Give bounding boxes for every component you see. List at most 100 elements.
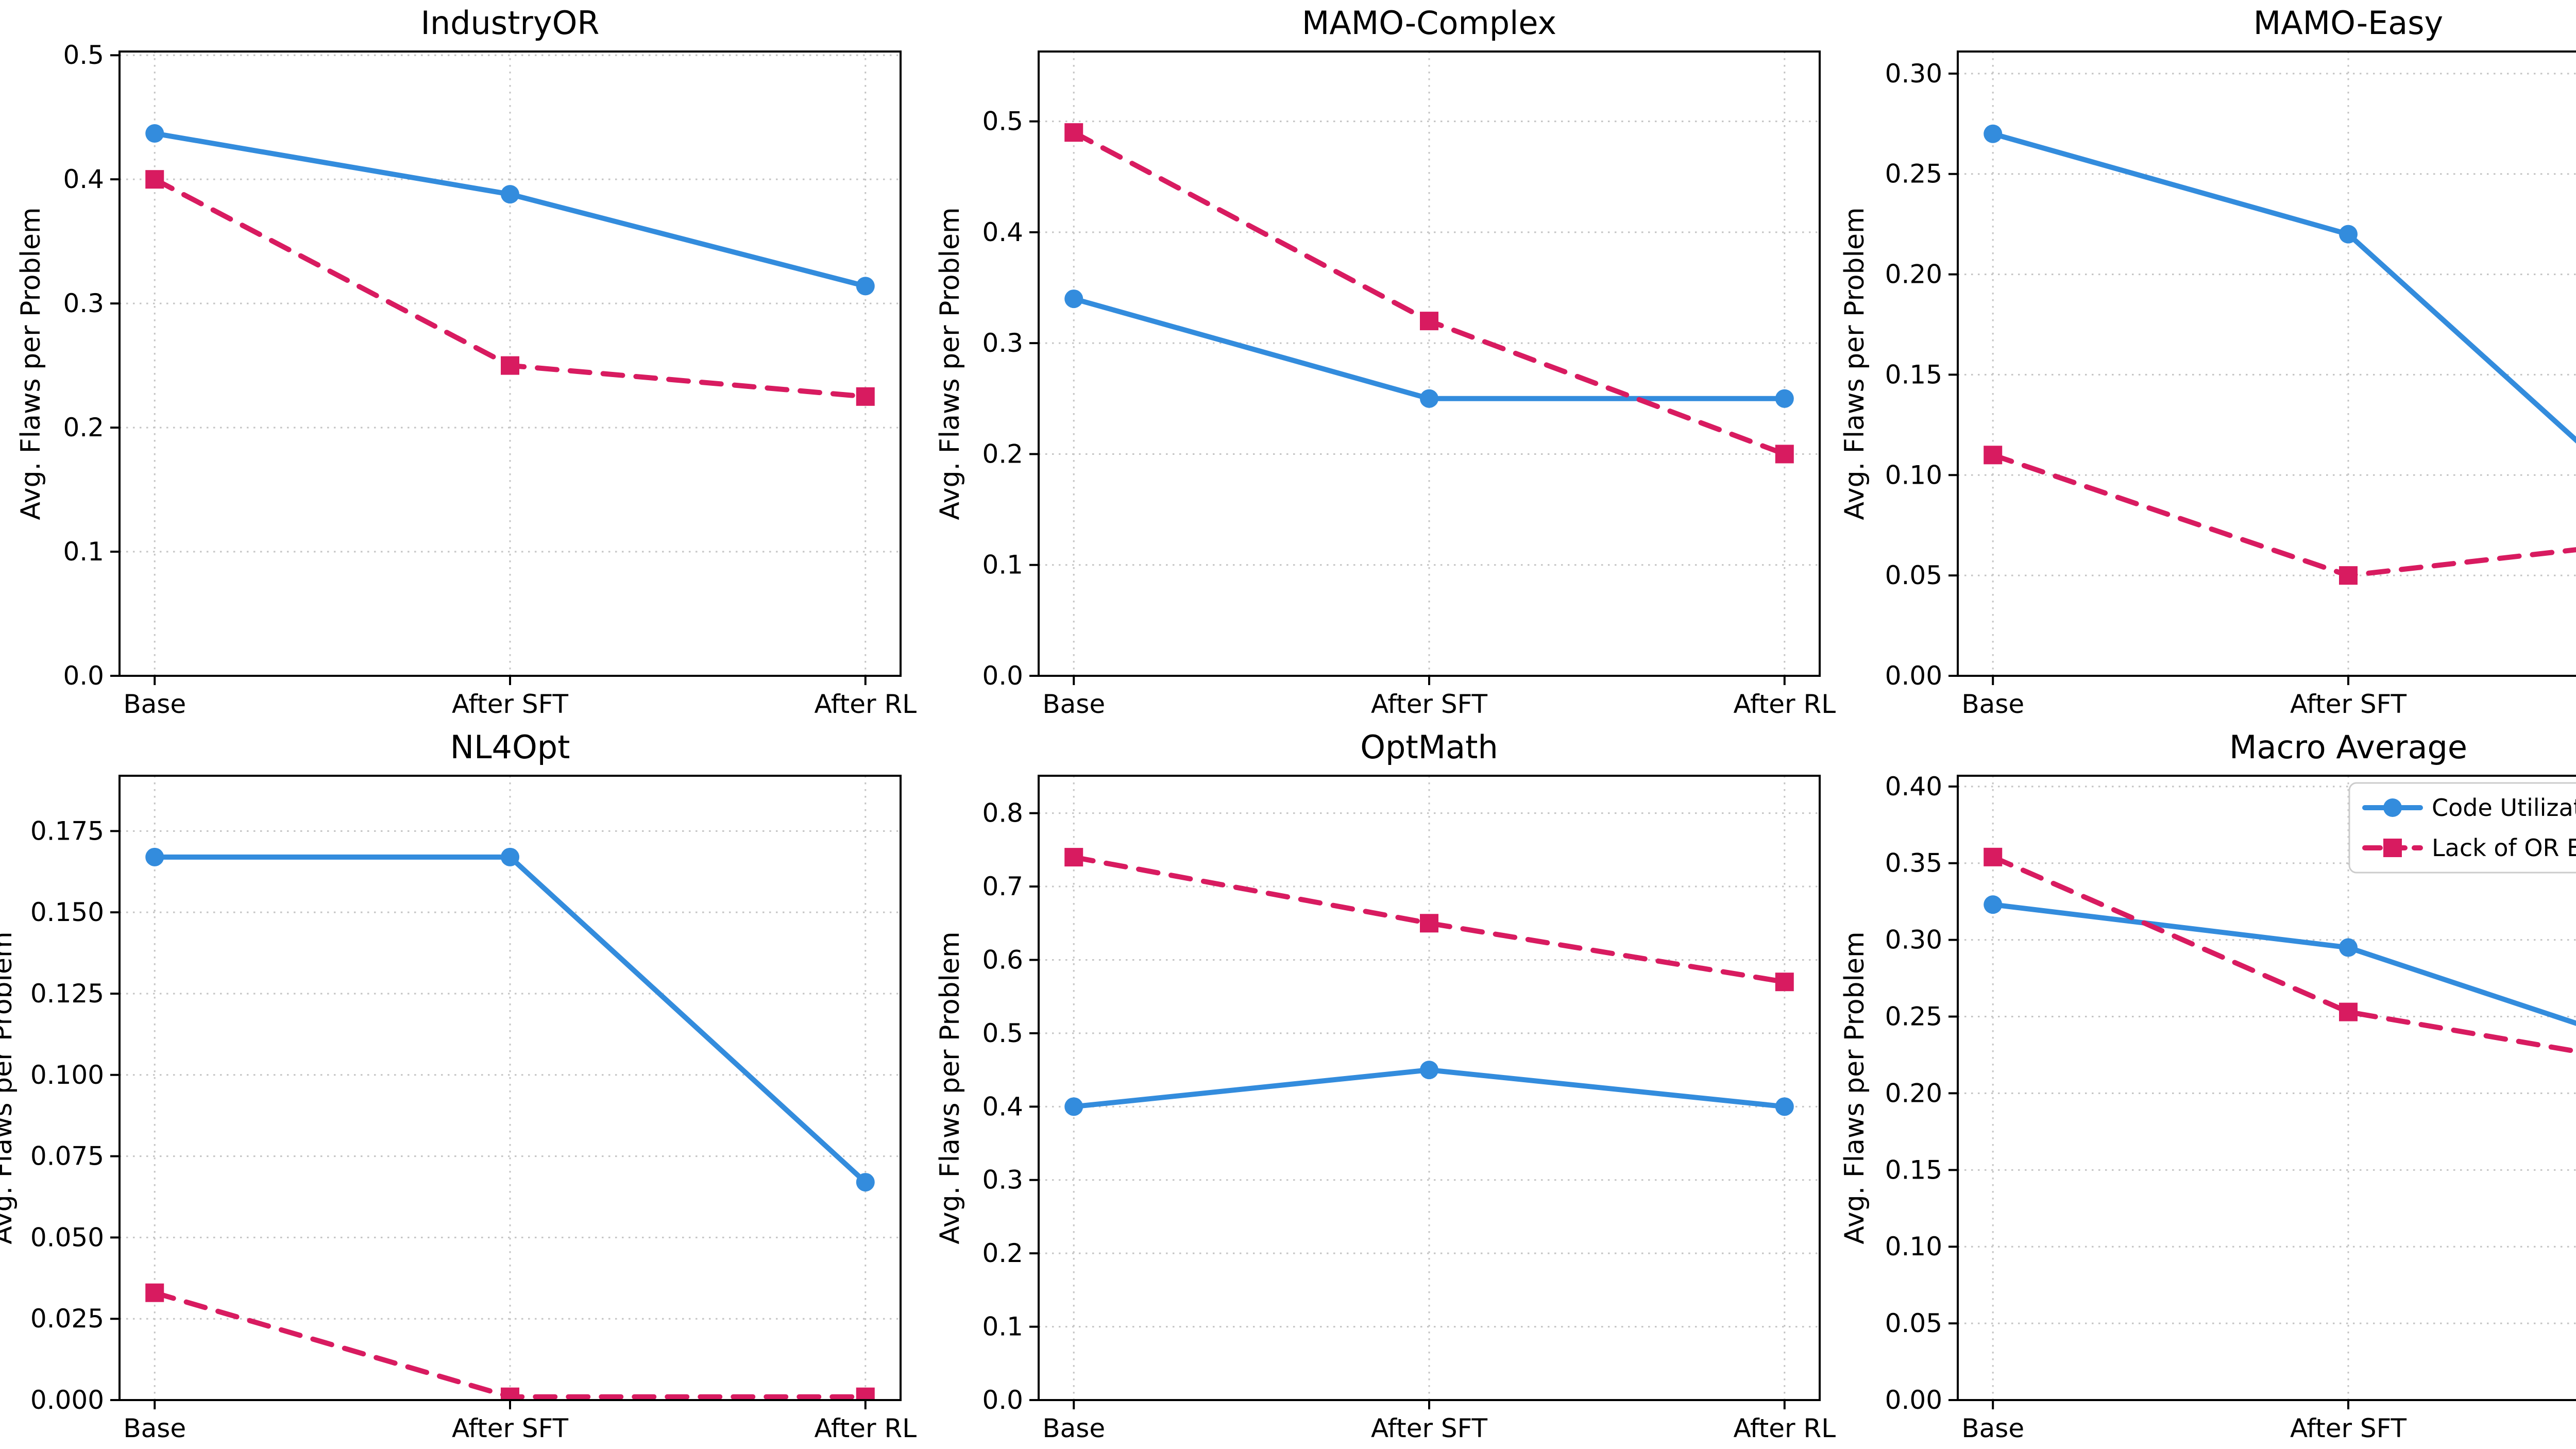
data-point — [2339, 225, 2358, 244]
data-point — [1420, 1061, 1438, 1080]
y-tick-label: 0.4 — [982, 1092, 1023, 1121]
y-tick-label: 0.6 — [982, 945, 1023, 975]
y-tick-label: 0.3 — [982, 328, 1023, 358]
panel-macro-average: 0.00 0.05 0.10 0.15 0.20 0.25 0.30 0.35 0.40 Base… — [1838, 724, 2576, 1448]
data-point — [501, 185, 519, 204]
y-tick-label: 0.20 — [1885, 260, 1942, 289]
panel-background — [919, 724, 1838, 1448]
panel-title: MAMO-Complex — [1302, 4, 1556, 42]
x-tick-label: After SFT — [1371, 1413, 1488, 1443]
y-tick-label: 0.0 — [63, 661, 104, 691]
panel-background — [0, 0, 919, 724]
x-tick-label: Base — [1961, 1413, 2024, 1443]
y-tick-label: 0.175 — [30, 816, 104, 846]
chart-optmath: 0.0 0.1 0.2 0.3 0.4 0.5 0.6 0.7 0.8 Base After SFT… — [919, 724, 1838, 1448]
y-tick-label: 0.20 — [1885, 1078, 1942, 1108]
y-tick-label: 0.2 — [982, 439, 1023, 469]
legend-marker-circle — [2383, 798, 2402, 817]
y-tick-label: 0.25 — [1885, 159, 1942, 189]
data-point — [1775, 973, 1794, 992]
data-point — [2339, 1002, 2358, 1021]
x-tick-label: Base — [1042, 1413, 1105, 1443]
x-tick-label: After SFT — [2290, 1413, 2407, 1443]
y-tick-label: 0.15 — [1885, 1155, 1942, 1185]
y-tick-label: 0.05 — [1885, 560, 1942, 590]
data-point — [856, 1173, 875, 1192]
y-tick-label: 0.025 — [30, 1304, 104, 1334]
y-tick-label: 0.075 — [30, 1141, 104, 1171]
y-tick-label: 0.0 — [982, 661, 1023, 691]
y-tick-label: 0.25 — [1885, 1002, 1942, 1032]
y-tick-label: 0.30 — [1885, 59, 1942, 89]
data-point — [145, 124, 164, 143]
panel-background — [1838, 0, 2576, 724]
data-point — [1064, 848, 1083, 867]
panel-title: NL4Opt — [450, 728, 570, 766]
data-point — [1775, 445, 1794, 464]
chart-mamo-easy: 0.00 0.05 0.10 0.15 0.20 0.25 0.30 Base After SF… — [1838, 0, 2576, 724]
data-point — [501, 356, 519, 375]
x-tick-label: After SFT — [2290, 689, 2407, 719]
panel-title: MAMO-Easy — [2253, 4, 2443, 42]
y-tick-label: 0.7 — [982, 872, 1023, 901]
data-point — [1984, 124, 2003, 143]
y-tick-label: 0.5 — [63, 40, 104, 70]
panel-mamo-complex: 0.0 0.1 0.2 0.3 0.4 0.5 Base After SFT After RL M… — [919, 0, 1838, 724]
data-point — [2339, 938, 2358, 957]
data-point — [501, 847, 519, 866]
data-point — [145, 170, 164, 189]
y-axis-label: Avg. Flaws per Problem — [15, 207, 46, 520]
chart-macro-average: 0.00 0.05 0.10 0.15 0.20 0.25 0.30 0.35 0.40 Base… — [1838, 724, 2576, 1448]
data-point — [2339, 566, 2358, 585]
y-tick-label: 0.5 — [982, 1018, 1023, 1048]
y-tick-label: 0.1 — [63, 537, 104, 567]
y-axis-label: Avg. Flaws per Problem — [1839, 207, 1870, 520]
x-tick-label: After SFT — [452, 1413, 569, 1443]
data-point — [856, 1387, 875, 1400]
y-tick-label: 0.2 — [982, 1238, 1023, 1268]
x-tick-label: Base — [1961, 689, 2024, 719]
data-point — [856, 387, 875, 406]
y-tick-label: 0.4 — [982, 217, 1023, 247]
chart-nl4opt: 0.000 0.025 0.050 0.075 0.100 0.125 0.150 0.175… — [0, 724, 919, 1448]
y-tick-label: 0.00 — [1885, 661, 1942, 691]
y-tick-label: 0.0 — [982, 1385, 1023, 1415]
panel-background — [919, 0, 1838, 724]
data-point — [1984, 446, 2003, 465]
data-point — [1775, 389, 1794, 408]
x-tick-label: Base — [1042, 689, 1105, 719]
y-tick-label: 0.30 — [1885, 925, 1942, 955]
y-tick-label: 0.10 — [1885, 460, 1942, 490]
panel-nl4opt: 0.000 0.025 0.050 0.075 0.100 0.125 0.150 0.175… — [0, 724, 919, 1448]
data-point — [1420, 389, 1438, 408]
chart-industryor: 0.0 0.1 0.2 0.3 0.4 0.5 Base After SFT After RL I… — [0, 0, 919, 724]
y-tick-label: 0.3 — [63, 288, 104, 318]
y-tick-label: 0.1 — [982, 550, 1023, 580]
panel-industryor: 0.0 0.1 0.2 0.3 0.4 0.5 Base After SFT After RL I… — [0, 0, 919, 724]
panel-title: OptMath — [1360, 728, 1498, 766]
data-point — [1775, 1097, 1794, 1116]
y-tick-label: 0.000 — [30, 1385, 104, 1415]
legend-marker-square — [2383, 839, 2402, 857]
x-tick-label: After RL — [1733, 1413, 1836, 1443]
y-axis-label: Avg. Flaws per Problem — [1839, 931, 1870, 1244]
data-point — [1064, 289, 1083, 309]
y-tick-label: 0.00 — [1885, 1385, 1942, 1415]
data-point — [145, 1283, 164, 1302]
y-tick-label: 0.2 — [63, 413, 104, 442]
x-tick-label: After SFT — [452, 689, 569, 719]
y-axis-label: Avg. Flaws per Problem — [935, 931, 965, 1244]
y-axis-label: Avg. Flaws per Problem — [935, 207, 965, 520]
panel-optmath: 0.0 0.1 0.2 0.3 0.4 0.5 0.6 0.7 0.8 Base After SFT… — [919, 724, 1838, 1448]
y-axis-label: Avg. Flaws per Problem — [0, 931, 18, 1244]
data-point — [1420, 914, 1438, 933]
y-tick-label: 0.8 — [982, 798, 1023, 828]
y-tick-label: 0.10 — [1885, 1232, 1942, 1262]
panel-title: Macro Average — [2229, 728, 2467, 766]
y-tick-label: 0.5 — [982, 107, 1023, 137]
y-tick-label: 0.150 — [30, 897, 104, 927]
data-point — [1064, 1097, 1083, 1116]
y-tick-label: 0.125 — [30, 979, 104, 1009]
chart-mamo-complex: 0.0 0.1 0.2 0.3 0.4 0.5 Base After SFT After RL M… — [919, 0, 1838, 724]
